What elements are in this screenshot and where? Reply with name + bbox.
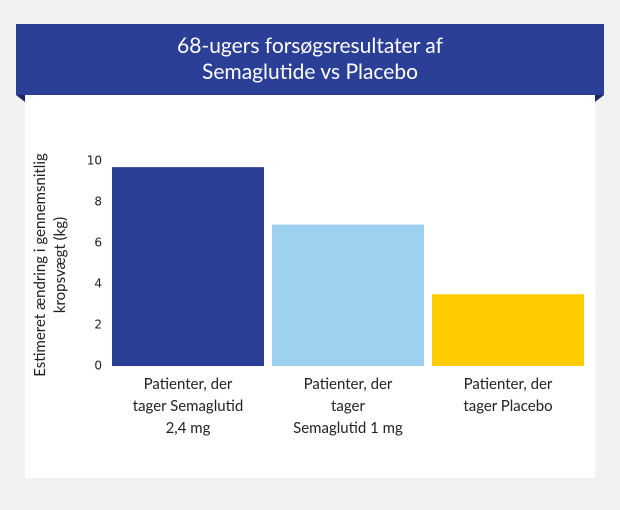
y-tick-label: 0 — [94, 359, 102, 373]
x-tick-label: Patienter, der tager Semaglutid 1 mg — [293, 375, 403, 437]
y-tick-label: 4 — [94, 277, 102, 291]
y-tick-label: 6 — [94, 236, 102, 250]
banner-fold — [595, 95, 604, 102]
bar — [432, 294, 584, 366]
x-tick-label: Patienter, der tager Semaglutid 2,4 mg — [132, 375, 244, 437]
chart-title: 68-ugers forsøgsresultater af Semaglutid… — [177, 33, 443, 84]
bar — [272, 224, 424, 366]
y-tick-label: 2 — [94, 318, 102, 332]
x-tick-label: Patienter, der tager Placebo — [463, 375, 553, 415]
y-tick-label: 10 — [87, 154, 102, 168]
banner — [16, 24, 604, 95]
banner-fold — [16, 95, 25, 102]
y-tick-label: 8 — [94, 195, 102, 209]
bar — [112, 167, 264, 366]
